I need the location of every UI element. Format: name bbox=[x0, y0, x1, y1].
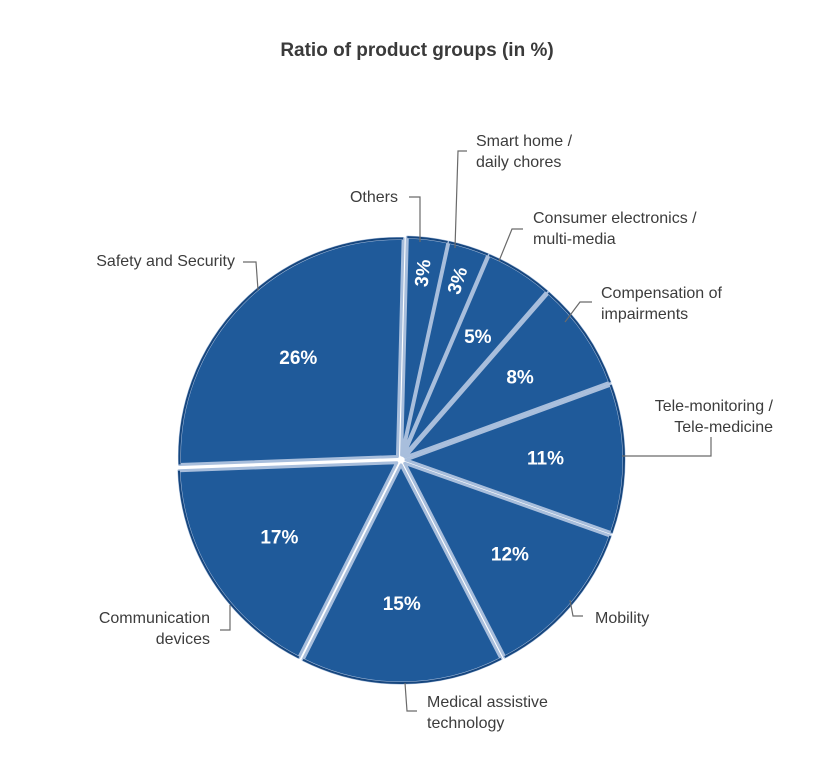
leader-line-consumer-electronics-multi-media bbox=[498, 228, 523, 262]
category-label-safety-and-security: Safety and Security bbox=[96, 253, 235, 270]
category-label-line: Medical assistive bbox=[427, 694, 548, 711]
category-label-smart-home-daily-chores: Smart home / daily chores bbox=[476, 133, 573, 171]
category-label-line: Consumer electronics / bbox=[533, 210, 697, 227]
leader-line-others bbox=[409, 196, 421, 242]
pie-slice-rim-safety-and-security bbox=[178, 237, 404, 465]
category-label-consumer-electronics-multi-media: Consumer electronics / multi-media bbox=[533, 210, 697, 248]
category-label-line: Compensation of bbox=[601, 285, 723, 302]
category-label-line: daily chores bbox=[476, 154, 561, 171]
slice-value-medical-assistive-technology: 15% bbox=[383, 594, 421, 615]
category-label-line: Mobility bbox=[595, 610, 649, 627]
slice-value-others: 3% bbox=[412, 258, 436, 288]
slice-value-communication-devices: 17% bbox=[260, 528, 298, 549]
leader-line-compensation-of-impairments bbox=[564, 301, 592, 323]
category-label-line: technology bbox=[427, 715, 504, 732]
pie-slice-rim-medical-assistive-technology bbox=[302, 657, 502, 684]
pie-slice-rim-communication-devices bbox=[177, 470, 300, 659]
chart-title: Ratio of product groups (in %) bbox=[280, 40, 554, 61]
leader-line-smart-home-daily-chores bbox=[454, 150, 467, 249]
category-label-tele-monitoring-tele-medicine: Tele-monitoring / Tele-medicine bbox=[655, 398, 774, 436]
pie-slice-rim-compensation-of-impairments bbox=[547, 292, 611, 383]
pie-slice-rim-consumer-electronics-multi-media bbox=[488, 254, 548, 293]
pie-slice-rim-mobility bbox=[504, 535, 612, 658]
category-label-others: Others bbox=[350, 189, 398, 206]
category-label-line: impairments bbox=[601, 306, 688, 323]
category-label-line: devices bbox=[156, 631, 210, 648]
category-label-mobility: Mobility bbox=[595, 610, 649, 627]
category-label-line: Communication bbox=[99, 610, 210, 627]
category-label-line: Safety and Security bbox=[96, 253, 235, 270]
leader-line-medical-assistive-technology bbox=[404, 682, 417, 712]
slice-value-safety-and-security: 26% bbox=[279, 348, 317, 369]
pie-slice-rim-tele-monitoring-tele-medicine bbox=[609, 384, 625, 534]
category-label-line: multi-media bbox=[533, 231, 616, 248]
category-label-communication-devices: Communication devices bbox=[99, 610, 210, 648]
category-label-line: Tele-medicine bbox=[674, 419, 773, 436]
leader-line-safety-and-security bbox=[243, 261, 259, 291]
category-label-line: Tele-monitoring / bbox=[655, 398, 774, 415]
leader-line-mobility bbox=[569, 599, 583, 617]
slice-value-consumer-electronics-multi-media: 5% bbox=[464, 327, 492, 348]
slice-value-compensation-of-impairments: 8% bbox=[506, 368, 534, 389]
category-label-compensation-of-impairments: Compensation of impairments bbox=[601, 285, 723, 323]
category-label-line: Smart home / bbox=[476, 133, 573, 150]
category-label-line: Others bbox=[350, 189, 398, 206]
leader-line-tele-monitoring-tele-medicine bbox=[622, 437, 712, 457]
slice-value-mobility: 12% bbox=[491, 545, 529, 566]
category-label-medical-assistive-technology: Medical assistive technology bbox=[427, 694, 548, 732]
slice-value-tele-monitoring-tele-medicine: 11% bbox=[527, 449, 564, 470]
leader-line-communication-devices bbox=[220, 605, 231, 631]
